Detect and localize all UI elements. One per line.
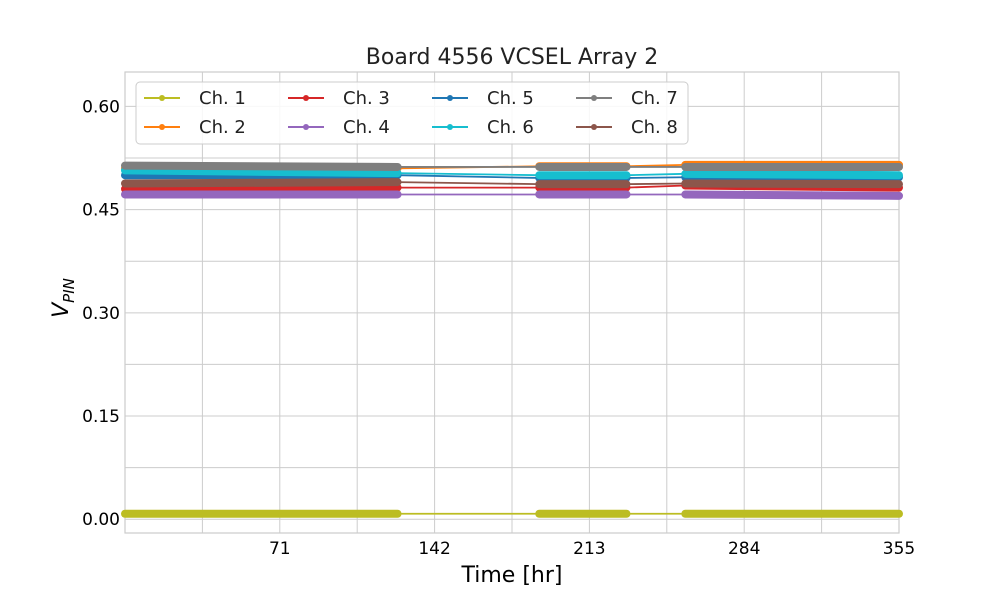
y-tick-label: 0.15 — [82, 407, 120, 427]
y-tick-label: 0.60 — [82, 97, 120, 117]
x-tick-label: 71 — [269, 539, 291, 559]
x-tick-label: 284 — [728, 539, 760, 559]
y-tick-label: 0.30 — [82, 304, 120, 324]
legend-label: Ch. 7 — [631, 88, 678, 109]
legend-marker — [591, 124, 597, 130]
series-ch-4 — [121, 190, 903, 200]
svg-text:VPIN: VPIN — [49, 278, 78, 318]
series-marker-band — [681, 179, 903, 189]
grid-lines — [125, 72, 900, 533]
legend-item: Ch. 5 — [432, 88, 534, 109]
legend-marker — [303, 95, 309, 101]
series-marker-band — [121, 178, 402, 188]
y-axis-title-main: V — [49, 301, 74, 318]
y-axis-title-sub: PIN — [60, 278, 78, 303]
legend-item: Ch. 7 — [576, 88, 678, 109]
legend-item: Ch. 2 — [144, 117, 246, 138]
legend-item: Ch. 8 — [576, 117, 678, 138]
series-marker-band — [681, 169, 903, 180]
x-tick-label: 142 — [418, 539, 450, 559]
legend-label: Ch. 5 — [487, 88, 534, 109]
legend-item: Ch. 3 — [288, 88, 390, 109]
legend: Ch. 1 Ch. 2 Ch. 3 Ch. 4 Ch. 5 Ch. 6 Ch. 7 Ch. 8 — [135, 81, 689, 145]
legend-item: Ch. 6 — [432, 117, 534, 138]
legend-label: Ch. 4 — [343, 117, 390, 138]
legend-box — [135, 81, 689, 145]
legend-marker — [159, 95, 165, 101]
series-ch-8 — [121, 178, 903, 189]
legend-item: Ch. 1 — [144, 88, 246, 109]
legend-label: Ch. 8 — [631, 117, 678, 138]
chart-title: Board 4556 VCSEL Array 2 — [366, 45, 658, 70]
legend-label: Ch. 2 — [199, 117, 246, 138]
legend-marker — [447, 95, 453, 101]
legend-marker — [159, 124, 165, 130]
legend-marker — [591, 95, 597, 101]
series-marker-band — [121, 183, 402, 193]
series-ch-7 — [121, 161, 903, 171]
y-tick-label: 0.45 — [82, 201, 120, 221]
legend-item: Ch. 4 — [288, 117, 390, 138]
legend-label: Ch. 1 — [199, 88, 246, 109]
series-marker-band — [121, 161, 402, 171]
x-axis-title: Time [hr] — [461, 563, 563, 588]
y-axis-title: VPIN — [49, 278, 78, 318]
legend-label: Ch. 6 — [487, 117, 534, 138]
x-tick-label: 355 — [883, 539, 915, 559]
y-tick-label: 0.00 — [82, 510, 120, 530]
series-marker-band — [681, 190, 903, 200]
series-ch-6 — [121, 166, 903, 180]
legend-marker — [447, 124, 453, 130]
series-marker-band — [121, 166, 402, 178]
tick-labels: 71 142 213 284 355 0.00 0.15 0.30 0.45 0.60 — [82, 97, 915, 559]
legend-label: Ch. 3 — [343, 88, 390, 109]
legend-marker — [303, 124, 309, 130]
x-tick-label: 213 — [573, 539, 605, 559]
series-layer — [121, 160, 903, 518]
